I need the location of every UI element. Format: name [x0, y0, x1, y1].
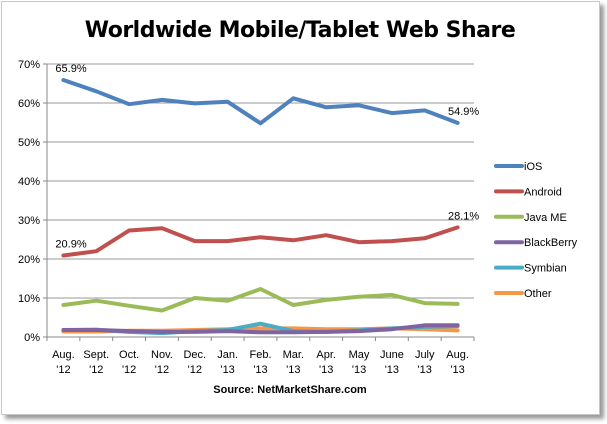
legend-label: BlackBerry: [524, 237, 578, 249]
x-tick-label-year: '13: [418, 364, 432, 376]
data-label: 28.1%: [448, 210, 479, 222]
x-tick-label-month: Aug.: [52, 349, 75, 361]
x-tick-label-month: Mar.: [283, 349, 304, 361]
y-tick-label: 10%: [18, 293, 40, 305]
x-tick-label-year: '12: [122, 364, 136, 376]
y-tick-label: 60%: [18, 98, 40, 110]
x-tick-label-year: '13: [319, 364, 333, 376]
x-tick-label-month: Oct.: [119, 349, 139, 361]
x-tick-label-year: '13: [385, 364, 399, 376]
x-tick-label-year: '12: [155, 364, 169, 376]
x-tick-label-month: Aug.: [446, 349, 469, 361]
x-tick-label-month: Sept.: [83, 349, 109, 361]
x-tick-label-year: '13: [352, 364, 366, 376]
series-line-android: [61, 225, 460, 258]
legend-label: iOS: [524, 161, 542, 173]
x-tick-label-month: Jan.: [217, 349, 238, 361]
x-tick-label-year: '13: [286, 364, 300, 376]
series-line-java-me: [61, 287, 460, 313]
x-tick-label-month: June: [380, 349, 404, 361]
legend-label: Symbian: [524, 263, 567, 275]
y-tick-label: 0%: [24, 332, 40, 344]
data-label: 65.9%: [55, 63, 86, 75]
y-tick-label: 70%: [18, 59, 40, 71]
x-tick-label-year: '12: [188, 364, 202, 376]
data-label: 20.9%: [55, 238, 86, 250]
legend-label: Other: [524, 288, 552, 300]
x-tick-label-month: Dec.: [183, 349, 206, 361]
y-tick-label: 30%: [18, 215, 40, 227]
chart-frame: [1, 1, 600, 415]
y-tick-label: 40%: [18, 176, 40, 188]
x-tick-label-year: '12: [89, 364, 103, 376]
chart-source: Source: NetMarketShare.com: [213, 384, 367, 396]
x-tick-label-month: July: [415, 349, 435, 361]
x-tick-label-month: May: [349, 349, 370, 361]
x-tick-label-month: Nov.: [151, 349, 173, 361]
x-tick-label-year: '12: [56, 364, 70, 376]
x-tick-label-year: '13: [220, 364, 234, 376]
data-label: 54.9%: [448, 106, 479, 118]
series-line-blackberry: [61, 323, 460, 335]
x-tick-label-year: '13: [450, 364, 464, 376]
y-tick-label: 50%: [18, 137, 40, 149]
x-tick-label-month: Feb.: [249, 349, 271, 361]
legend-label: Java ME: [524, 212, 567, 224]
x-tick-label-year: '13: [253, 364, 267, 376]
x-tick-label-month: Apr.: [316, 349, 336, 361]
legend-label: Android: [524, 186, 562, 198]
chart-title: Worldwide Mobile/Tablet Web Share: [84, 18, 516, 43]
y-tick-label: 20%: [18, 254, 40, 266]
series-line-ios: [61, 78, 460, 126]
